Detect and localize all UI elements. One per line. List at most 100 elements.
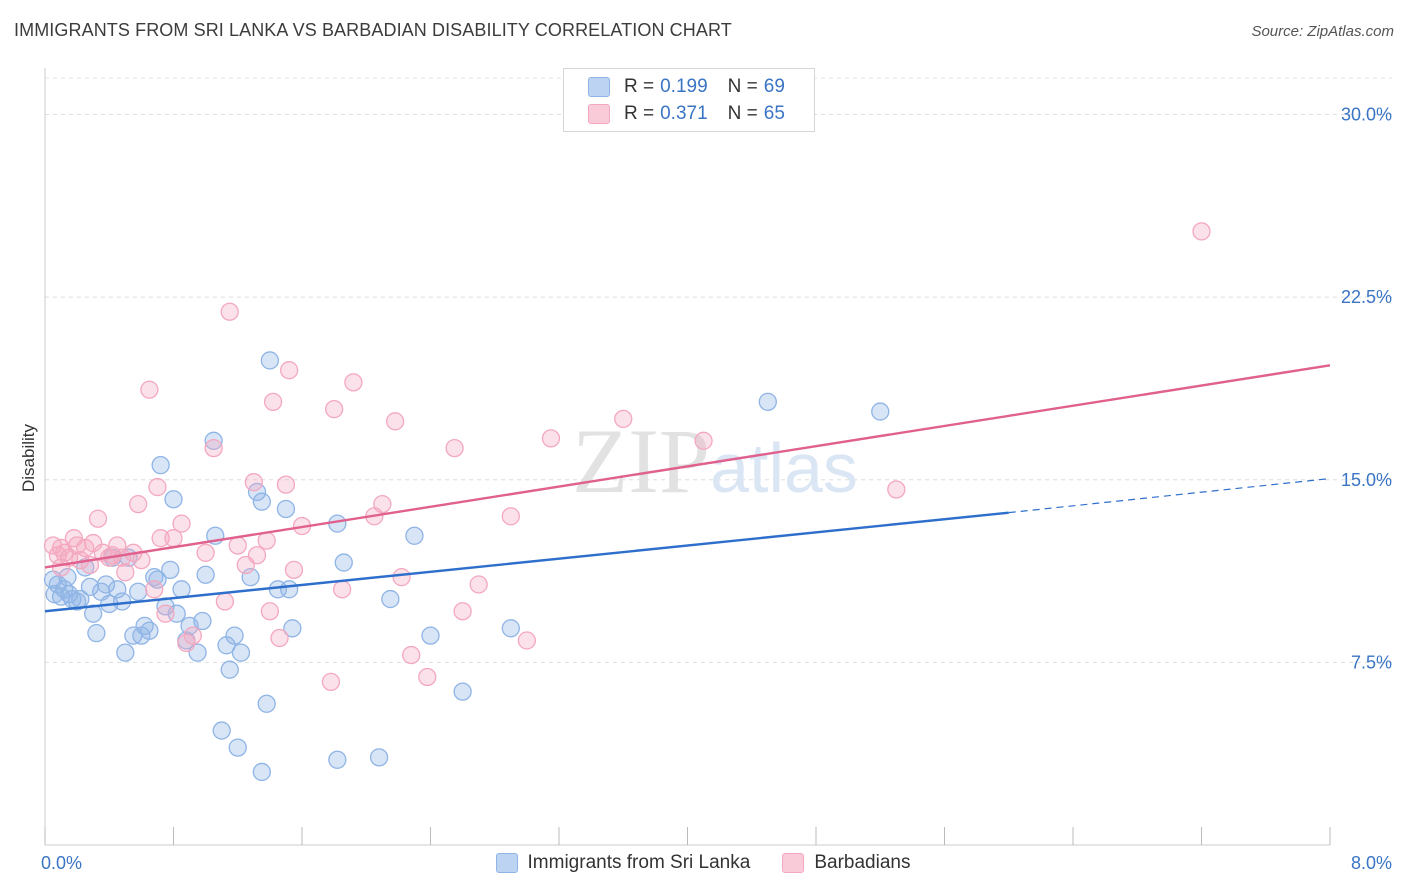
point-barbadians-39 (260, 602, 280, 621)
point-barbadians-47 (324, 399, 344, 419)
point-barbadians-56 (445, 438, 464, 458)
source-label: Source: ZipAtlas.com (1251, 23, 1394, 40)
n-label: N = (727, 76, 758, 97)
point-sri-lanka-37 (204, 431, 223, 450)
point-barbadians-27 (172, 514, 191, 533)
point-barbadians-54 (402, 645, 421, 665)
point-sri-lanka-36 (196, 565, 215, 584)
point-barbadians-19 (129, 494, 148, 514)
point-barbadians-63 (694, 431, 713, 450)
point-sri-lanka-65 (871, 402, 890, 421)
y-axis-label: Disability (19, 423, 38, 492)
r-value: 0.371 (660, 103, 708, 124)
watermark: ZIPatlas (572, 410, 858, 512)
legend-row-sri-lanka: R = 0.199 N = 69 (588, 75, 805, 99)
legend-item-sri-lanka: Immigrants from Sri Lanka (495, 852, 751, 874)
point-sri-lanka-39 (212, 721, 231, 740)
point-sri-lanka-50 (260, 351, 280, 370)
r-label: R = (624, 103, 655, 124)
point-barbadians-64 (887, 480, 906, 499)
point-sri-lanka-60 (405, 526, 424, 545)
point-barbadians-34 (228, 536, 247, 555)
point-barbadians-22 (145, 580, 164, 599)
point-sri-lanka-10 (87, 624, 106, 643)
legend-swatch-pink (588, 104, 610, 124)
point-barbadians-30 (196, 543, 215, 562)
trend-line-barbadians (44, 364, 1331, 569)
point-barbadians-41 (270, 628, 289, 648)
point-sri-lanka-49 (257, 694, 276, 713)
point-barbadians-10 (84, 533, 103, 553)
point-barbadians-61 (541, 429, 561, 448)
point-sri-lanka-61 (421, 626, 440, 645)
point-barbadians-49 (344, 373, 363, 392)
point-barbadians-62 (614, 409, 633, 429)
series-sri-lanka (43, 351, 890, 782)
point-sri-lanka-16 (112, 592, 132, 611)
x-tick-label-min: 0.0% (41, 853, 82, 873)
watermark-atlas: atlas (710, 429, 858, 507)
point-barbadians-21 (140, 380, 159, 399)
point-sri-lanka-59 (381, 589, 400, 609)
point-barbadians-59 (501, 507, 520, 526)
point-sri-lanka-29 (164, 490, 183, 509)
point-sri-lanka-53 (279, 580, 299, 599)
point-barbadians-52 (386, 412, 405, 431)
point-barbadians-33 (220, 302, 239, 321)
y-tick-label-0: 7.5% (1351, 652, 1392, 672)
point-barbadians-57 (453, 602, 472, 621)
point-sri-lanka-66 (45, 585, 64, 604)
legend-swatch-blue (495, 853, 518, 873)
point-sri-lanka-46 (247, 482, 267, 502)
point-barbadians-28 (177, 633, 196, 653)
watermark-zip: ZIP (572, 410, 710, 512)
point-sri-lanka-28 (161, 560, 180, 580)
n-label: N = (727, 103, 758, 124)
point-sri-lanka-68 (58, 568, 77, 587)
point-sri-lanka-48 (252, 762, 271, 782)
point-sri-lanka-63 (501, 619, 520, 638)
point-sri-lanka-57 (328, 750, 347, 769)
tick-labels: 7.5% 15.0% 22.5% 30.0% 0.0% 8.0% (41, 105, 1392, 873)
point-sri-lanka-44 (231, 643, 251, 662)
chart-title: IMMIGRANTS FROM SRI LANKA VS BARBADIAN D… (14, 20, 732, 40)
point-sri-lanka-42 (225, 626, 244, 645)
legend-item-barbadians: Barbadians (782, 852, 910, 874)
point-sri-lanka-67 (71, 589, 90, 609)
point-sri-lanka-58 (369, 748, 389, 767)
x-tick-label-max: 8.0% (1351, 853, 1392, 873)
point-barbadians-40 (263, 392, 283, 411)
point-sri-lanka-56 (334, 553, 353, 572)
legend-swatch-pink (782, 853, 805, 873)
point-barbadians-44 (284, 560, 304, 580)
y-tick-label-1: 15.0% (1341, 470, 1392, 490)
legend-label-sri-lanka: Immigrants from Sri Lanka (527, 852, 751, 873)
point-barbadians-24 (151, 529, 170, 548)
series-legend: Immigrants from Sri Lanka Barbadians (0, 852, 1406, 874)
point-barbadians-60 (517, 631, 537, 650)
point-sri-lanka-47 (252, 492, 271, 511)
legend-label-barbadians: Barbadians (814, 852, 911, 873)
legend-row-barbadians: R = 0.371 N = 65 (588, 102, 805, 126)
point-sri-lanka-6 (67, 592, 87, 611)
point-barbadians-23 (148, 477, 167, 497)
point-barbadians-29 (183, 626, 202, 645)
correlation-legend: R = 0.199 N = 69 R = 0.371 N = 65 (563, 68, 815, 132)
trend-lines (44, 364, 1331, 613)
point-sri-lanka-62 (453, 682, 472, 701)
point-barbadians-51 (373, 494, 392, 514)
point-sri-lanka-64 (758, 392, 777, 411)
point-barbadians-32 (215, 592, 235, 611)
point-sri-lanka-12 (96, 575, 116, 594)
point-barbadians-25 (156, 604, 175, 623)
n-value: 69 (763, 76, 785, 97)
point-sri-lanka-43 (228, 738, 247, 757)
axes (44, 68, 1331, 846)
n-value: 65 (763, 103, 785, 124)
point-barbadians-43 (279, 361, 299, 380)
point-barbadians-65 (1192, 222, 1211, 241)
point-barbadians-31 (204, 438, 223, 458)
point-sri-lanka-26 (151, 456, 170, 475)
y-tick-label-3: 30.0% (1341, 105, 1392, 125)
